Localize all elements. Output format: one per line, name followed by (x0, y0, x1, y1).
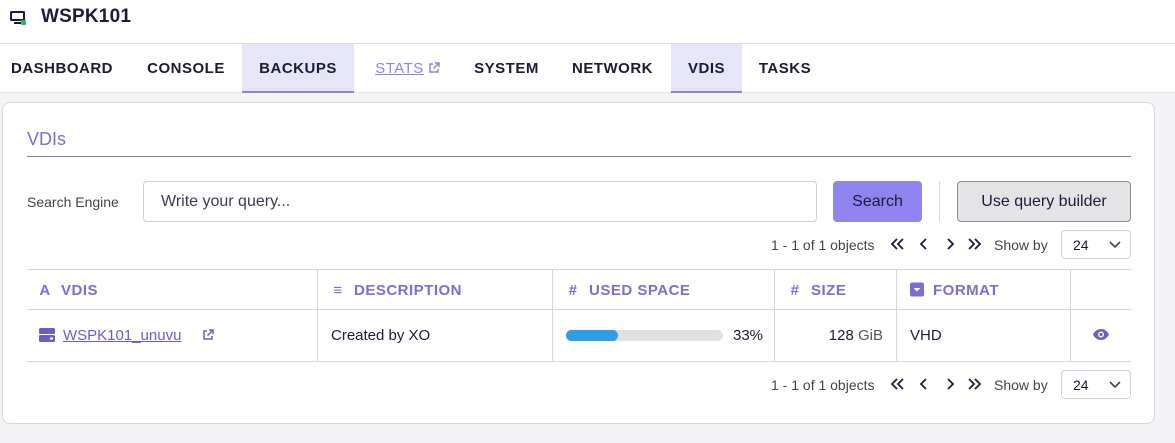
column-label: FORMAT (933, 282, 1000, 299)
hash-icon: # (568, 282, 578, 299)
vdis-card: VDIs Search Engine Search Use query buil… (2, 102, 1155, 424)
last-page-icon[interactable] (966, 375, 984, 393)
column-label: USED SPACE (589, 282, 691, 299)
column-header-size[interactable]: # SIZE (775, 270, 897, 310)
query-builder-button[interactable]: Use query builder (957, 181, 1131, 222)
size-text: 128 GiB (829, 327, 883, 344)
cell-size: 128 GiB (775, 310, 897, 361)
tab-stats-label: STATS (375, 60, 424, 77)
next-page-icon[interactable] (941, 235, 959, 253)
column-header-vdis[interactable]: A VDIS (27, 270, 318, 310)
table-row[interactable]: WSPK101_unuvu Created by XO 33% 128 GiB … (27, 310, 1131, 362)
cell-used-space: 33% (553, 310, 775, 361)
column-header-actions (1071, 270, 1131, 310)
first-page-icon[interactable] (888, 235, 906, 253)
column-label: VDIS (61, 282, 99, 299)
last-page-icon[interactable] (966, 235, 984, 253)
tab-stats[interactable]: STATS (360, 44, 455, 93)
card-title: VDIs (27, 129, 67, 149)
used-space-bar (566, 330, 723, 341)
show-by-value: 24 (1073, 237, 1089, 253)
show-by-label: Show by (994, 237, 1048, 253)
description-text: Created by XO (331, 327, 431, 344)
chevron-down-icon (1109, 381, 1121, 389)
external-link-icon (429, 62, 440, 73)
column-header-format[interactable]: FORMAT (897, 270, 1071, 310)
cell-vdi-name: WSPK101_unuvu (27, 310, 318, 361)
show-by-value: 24 (1073, 377, 1089, 393)
column-header-used-space[interactable]: # USED SPACE (553, 270, 775, 310)
tab-console[interactable]: CONSOLE (147, 60, 225, 77)
column-label: SIZE (811, 282, 847, 299)
dropdown-square-icon (910, 282, 924, 297)
top-bar: WSPK101 (0, 0, 1175, 44)
used-space-bar-fill (566, 330, 618, 341)
hash-icon: # (790, 282, 800, 299)
vm-console-icon (10, 11, 26, 25)
column-header-description[interactable]: ≡ DESCRIPTION (318, 270, 553, 310)
pagination-bottom: 1 - 1 of 1 objects Show by 24 (763, 370, 1133, 400)
vdi-name-link[interactable]: WSPK101_unuvu (63, 327, 182, 344)
show-by-select[interactable]: 24 (1061, 370, 1131, 399)
toolbar-divider (939, 181, 940, 222)
format-text: VHD (910, 327, 942, 344)
tab-tasks[interactable]: TASKS (758, 60, 812, 77)
external-link-icon[interactable] (202, 329, 214, 341)
cell-format: VHD (897, 310, 1071, 361)
column-label: DESCRIPTION (354, 282, 463, 299)
tab-dashboard[interactable]: DASHBOARD (11, 60, 113, 77)
tab-bar: DASHBOARD CONSOLE BACKUPS STATS SYSTEM N… (0, 44, 1175, 93)
eye-icon[interactable] (1092, 328, 1110, 341)
tab-vdis[interactable]: VDIS (671, 44, 742, 93)
title-divider (27, 156, 1131, 157)
size-value: 128 (828, 327, 854, 344)
chevron-down-icon (1109, 241, 1121, 249)
search-input[interactable] (143, 181, 817, 222)
search-engine-label: Search Engine (27, 194, 119, 210)
size-unit: GiB (857, 327, 883, 344)
show-by-label: Show by (994, 377, 1048, 393)
pagination-count: 1 - 1 of 1 objects (771, 237, 875, 253)
pagination-top: 1 - 1 of 1 objects Show by 24 (763, 230, 1133, 260)
cell-actions (1071, 310, 1131, 361)
disk-icon (39, 328, 55, 342)
prev-page-icon[interactable] (915, 235, 933, 253)
align-left-icon: ≡ (333, 282, 343, 299)
tab-network[interactable]: NETWORK (572, 60, 653, 77)
first-page-icon[interactable] (888, 375, 906, 393)
tab-system[interactable]: SYSTEM (474, 60, 539, 77)
tab-backups[interactable]: BACKUPS (242, 44, 354, 93)
show-by-select[interactable]: 24 (1061, 230, 1131, 259)
host-title: WSPK101 (41, 6, 132, 27)
next-page-icon[interactable] (941, 375, 959, 393)
pagination-count: 1 - 1 of 1 objects (771, 377, 875, 393)
table-header: A VDIS ≡ DESCRIPTION # USED SPACE # SIZE FOR… (27, 269, 1131, 310)
used-space-percent: 33% (733, 327, 764, 344)
text-type-icon: A (39, 282, 51, 299)
prev-page-icon[interactable] (915, 375, 933, 393)
cell-description: Created by XO (318, 310, 553, 361)
search-button[interactable]: Search (833, 181, 922, 222)
